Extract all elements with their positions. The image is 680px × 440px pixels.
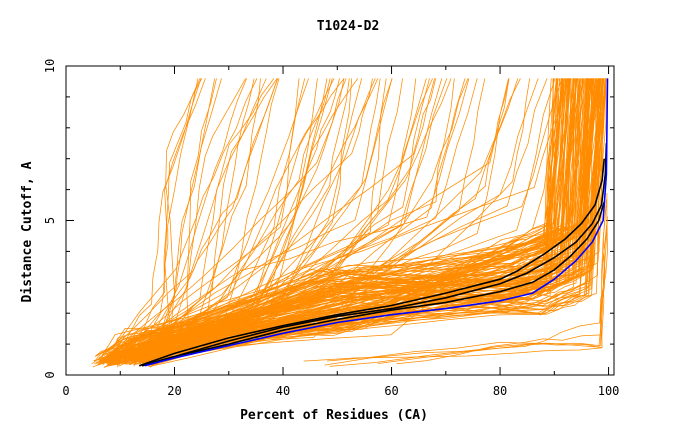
model-curve [110,78,331,364]
x-tick-label: 0 [62,384,69,398]
model-curve [99,78,359,364]
model-curve [126,78,486,357]
y-axis-label: Distance Cutoff, A [20,161,35,302]
model-curve [152,78,306,361]
ensemble-curves [91,78,608,368]
x-axis-label: Percent of Residues (CA) [240,408,428,423]
model-curve [132,78,509,362]
model-curve [143,78,278,358]
model-curve [102,78,607,363]
x-tick-label: 60 [384,384,398,398]
model-curve [106,78,373,366]
reference-curves [138,143,608,367]
model-curve [326,216,608,362]
model-curve [103,78,279,365]
model-curve [130,78,437,362]
model-curve [101,78,563,359]
x-tick-label: 100 [598,384,620,398]
highlight-curve-line [144,78,609,367]
reference-curve [141,201,605,367]
model-curve [108,78,379,365]
model-curve [96,78,562,357]
model-curve [131,78,340,360]
highlight-curve [144,78,609,367]
model-curve [97,78,258,360]
model-curve [101,78,318,362]
model-curve [118,78,607,362]
model-curve [106,78,347,358]
model-curve [110,78,478,366]
model-curve [396,193,608,365]
axis-ticks [65,65,614,376]
model-curve [124,78,279,359]
model-curve [105,78,539,364]
model-curve [113,78,381,366]
model-curve [151,78,216,359]
model-curve [107,78,417,366]
model-curve [107,78,427,362]
model-curve [324,199,607,366]
x-tick-label: 40 [276,384,290,398]
reference-curve [138,158,605,367]
model-curve [101,78,261,365]
y-tick-label: 5 [43,217,57,224]
chart-title: T1024-D2 [317,19,380,34]
model-curve [132,78,565,359]
model-curve [113,78,470,362]
model-curve [303,205,607,362]
model-curve [151,78,571,366]
model-curve [122,78,309,364]
reference-curve [141,143,608,367]
x-tick-label: 20 [167,384,181,398]
model-curve [108,78,607,359]
model-curve [141,78,248,364]
model-curve [119,78,571,367]
model-curve [129,78,469,359]
model-curve [107,78,275,363]
model-curve [97,78,345,366]
y-tick-label: 0 [43,371,57,378]
model-curve [118,78,430,364]
model-curve [112,78,571,357]
model-curve [113,78,202,360]
model-curve [107,78,558,361]
model-curve [118,78,350,361]
model-curve [329,228,608,367]
tick-labels: 0 20 40 60 80 100 0 5 10 [43,59,619,398]
model-curve [141,78,435,366]
x-tick-label: 80 [493,384,507,398]
y-tick-label: 10 [43,59,57,73]
model-curve [108,78,328,364]
model-curve [91,78,602,365]
model-curve [106,78,387,359]
model-curve [146,78,333,362]
model-curve [110,78,393,360]
